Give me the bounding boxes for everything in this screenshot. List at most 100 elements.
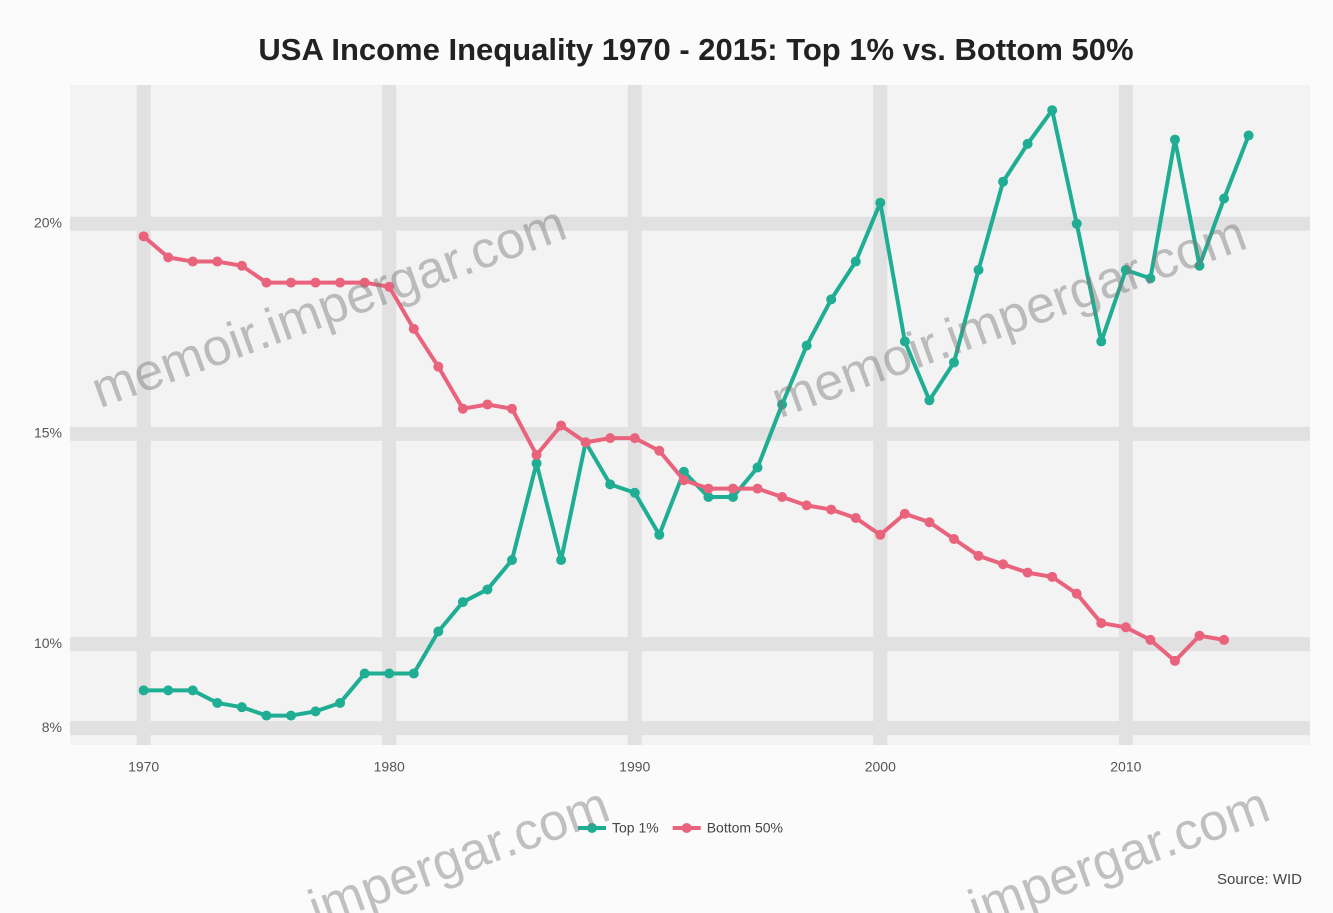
data-point [163,685,174,696]
x-tick-label: 1970 [128,759,159,775]
data-point [973,264,984,275]
data-point [138,231,149,242]
data-point [1120,264,1131,275]
plot-area [70,85,1310,745]
data-point [187,685,198,696]
data-point [138,685,149,696]
data-point [850,256,861,267]
data-point [1145,273,1156,284]
data-point [285,710,296,721]
data-point [261,710,272,721]
x-tick-label: 2010 [1110,759,1141,775]
data-point [457,403,468,414]
data-point [703,483,714,494]
data-point [605,433,616,444]
data-point [1047,571,1058,582]
data-point [408,668,419,679]
data-point [1022,567,1033,578]
data-point [948,534,959,545]
y-tick-label: 10% [34,635,62,651]
data-point [310,277,321,288]
data-point [335,277,346,288]
data-point [777,399,788,410]
data-point [998,559,1009,570]
data-point [261,277,272,288]
data-point [384,281,395,292]
data-point [1219,193,1230,204]
data-point [433,361,444,372]
data-point [1071,588,1082,599]
data-point [1194,260,1205,271]
data-point [506,555,517,566]
data-point [654,529,665,540]
data-point [875,197,886,208]
x-tick-label: 2000 [865,759,896,775]
data-point [212,256,223,267]
data-point [1194,630,1205,641]
data-point [973,550,984,561]
legend-marker [587,823,597,833]
data-point [948,357,959,368]
data-point [826,504,837,515]
data-point [850,512,861,523]
data-point [752,462,763,473]
data-point [506,403,517,414]
x-tick-label: 1990 [619,759,650,775]
y-tick-label: 20% [34,214,62,230]
data-point [801,340,812,351]
data-point [727,491,738,502]
data-point [777,491,788,502]
legend-label: Top 1% [612,820,659,836]
data-point [1096,336,1107,347]
data-point [1120,622,1131,633]
y-tick-label: 8% [42,719,62,735]
data-point [556,555,567,566]
data-point [1169,655,1180,666]
data-point [654,445,665,456]
x-tick-label: 1980 [374,759,405,775]
y-tick-label: 15% [34,425,62,441]
data-point [212,697,223,708]
data-point [826,294,837,305]
data-point [531,458,542,469]
data-point [187,256,198,267]
data-point [875,529,886,540]
data-point [359,277,370,288]
source: Source: WID [1217,871,1302,888]
data-point [580,437,591,448]
data-point [236,260,247,271]
data-point [1047,105,1058,116]
data-point [1169,134,1180,145]
data-point [163,252,174,263]
data-point [629,433,640,444]
legend-label: Bottom 50% [707,820,783,836]
chart-title: USA Income Inequality 1970 - 2015: Top 1… [258,32,1133,67]
data-point [1145,634,1156,645]
data-point [310,706,321,717]
data-point [1096,618,1107,629]
legend-marker [681,823,692,833]
data-point [703,491,714,502]
data-point [924,395,935,406]
data-point [433,626,444,637]
data-point [678,475,689,486]
data-point [727,483,738,494]
data-point [1243,130,1254,141]
data-point [605,479,616,490]
data-point [335,697,346,708]
data-point [531,449,542,460]
data-point [1071,218,1082,229]
data-point [899,336,910,347]
data-point [384,668,395,679]
data-point [236,702,247,713]
data-point [629,487,640,498]
data-point [482,399,493,410]
data-point [752,483,763,494]
data-point [998,176,1009,187]
data-point [457,597,468,608]
data-point [482,584,493,595]
data-point [1022,138,1033,149]
data-point [359,668,370,679]
data-point [408,323,419,334]
